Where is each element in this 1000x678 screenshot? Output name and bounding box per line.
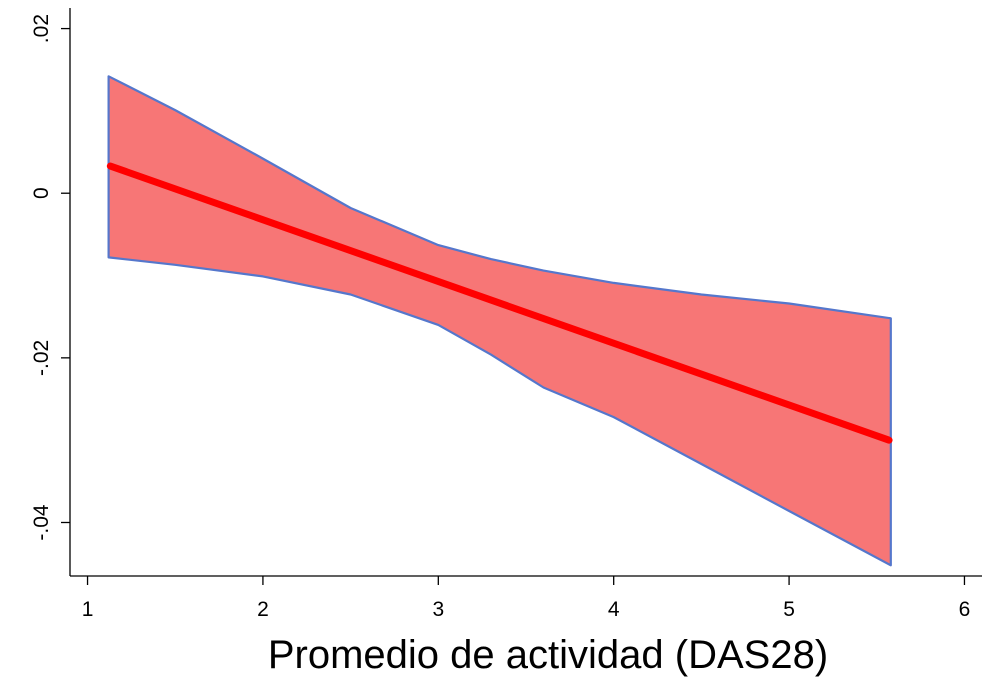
y-tick-label: .02 xyxy=(30,14,53,43)
x-tick-label: 1 xyxy=(82,598,94,621)
y-tick-label: -.02 xyxy=(30,340,53,376)
x-axis-title: Promedio de actividad (DAS28) xyxy=(268,633,828,677)
confidence-band-layer xyxy=(107,75,892,567)
axes: 1 2 3 4 5 6 .02 0 -.02 -.04 xyxy=(30,8,982,621)
x-tick-label: 2 xyxy=(257,598,269,621)
confidence-band xyxy=(107,75,892,567)
y-tick-label: -.04 xyxy=(30,504,53,541)
y-tick-label: 0 xyxy=(30,187,53,199)
x-tick-label: 4 xyxy=(608,598,620,621)
fit-line-layer xyxy=(106,162,893,444)
x-tick-label: 6 xyxy=(959,598,971,621)
fitted-line xyxy=(106,162,893,444)
x-tick-label: 3 xyxy=(432,598,444,621)
x-tick-label: 5 xyxy=(783,598,795,621)
